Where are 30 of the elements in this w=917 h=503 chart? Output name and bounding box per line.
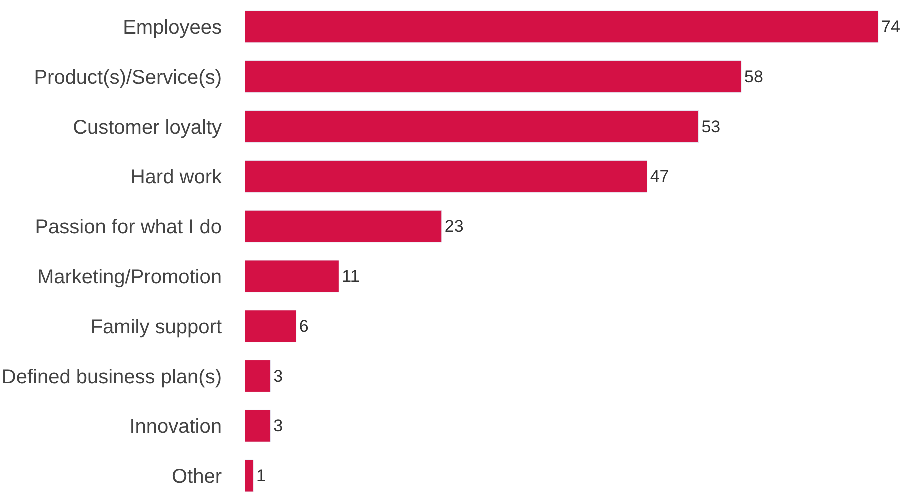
data-label: 74 [881, 17, 900, 36]
data-label: 23 [444, 217, 464, 236]
y-tick-label: Innovation [130, 416, 222, 438]
y-tick-label: Product(s)/Service(s) [34, 66, 222, 89]
y-tick-label: Customer loyalty [73, 116, 222, 139]
data-label: 47 [650, 167, 670, 186]
y-tick-label: Employees [123, 16, 222, 39]
bar [245, 210, 442, 243]
data-label: 53 [702, 117, 721, 136]
y-tick-label: Other [172, 466, 222, 488]
bar [245, 110, 699, 143]
data-label: 3 [274, 366, 284, 386]
bar [245, 310, 297, 343]
bar [245, 160, 648, 193]
bar [245, 10, 879, 44]
bar [245, 410, 271, 442]
y-tick-label: Passion for what I do [35, 216, 222, 239]
data-label: 11 [342, 266, 360, 286]
data-label: 1 [256, 466, 266, 486]
y-tick-label: Family support [90, 316, 222, 338]
y-tick-label: Marketing/Promotion [37, 266, 222, 288]
bar [245, 460, 254, 492]
data-label: 6 [299, 316, 309, 336]
y-tick-label: Defined business plan(s) [2, 366, 222, 388]
bar [245, 360, 271, 392]
y-tick-label: Hard work [130, 166, 223, 189]
data-label: 58 [744, 67, 764, 86]
bar [245, 260, 340, 293]
data-label: 3 [274, 416, 284, 436]
bar [245, 60, 742, 94]
